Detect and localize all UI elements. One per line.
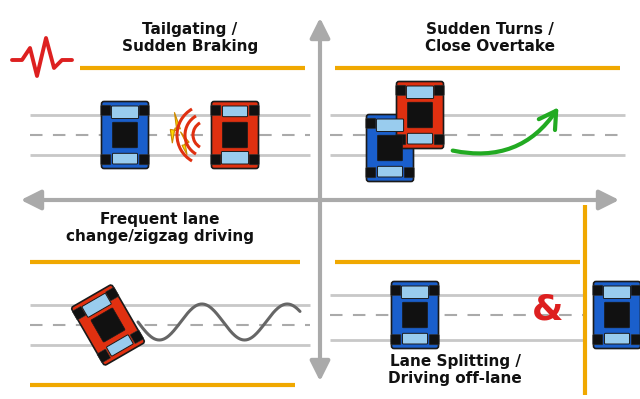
FancyBboxPatch shape: [378, 166, 403, 177]
FancyBboxPatch shape: [429, 285, 439, 296]
Text: Tailgating /
Sudden Braking: Tailgating / Sudden Braking: [122, 22, 258, 54]
FancyBboxPatch shape: [72, 285, 144, 365]
FancyArrowPatch shape: [452, 111, 556, 154]
FancyBboxPatch shape: [106, 287, 119, 301]
FancyBboxPatch shape: [631, 334, 640, 345]
FancyBboxPatch shape: [367, 115, 413, 182]
FancyBboxPatch shape: [376, 119, 404, 132]
FancyBboxPatch shape: [403, 302, 428, 328]
FancyBboxPatch shape: [391, 285, 401, 296]
FancyBboxPatch shape: [101, 154, 111, 165]
FancyBboxPatch shape: [392, 282, 438, 348]
FancyBboxPatch shape: [249, 105, 259, 115]
FancyBboxPatch shape: [139, 154, 149, 165]
FancyBboxPatch shape: [211, 154, 221, 165]
Text: &: &: [532, 293, 564, 327]
FancyBboxPatch shape: [131, 330, 143, 344]
FancyBboxPatch shape: [211, 101, 259, 168]
FancyBboxPatch shape: [604, 333, 630, 344]
FancyBboxPatch shape: [391, 334, 401, 345]
FancyBboxPatch shape: [91, 308, 125, 342]
FancyBboxPatch shape: [396, 85, 406, 95]
FancyBboxPatch shape: [593, 282, 640, 348]
FancyBboxPatch shape: [72, 306, 86, 320]
Polygon shape: [180, 132, 189, 155]
Text: Sudden Turns /
Close Overtake: Sudden Turns / Close Overtake: [425, 22, 555, 54]
FancyBboxPatch shape: [378, 135, 403, 161]
FancyBboxPatch shape: [223, 122, 248, 148]
FancyBboxPatch shape: [221, 152, 248, 164]
FancyBboxPatch shape: [211, 105, 221, 115]
FancyBboxPatch shape: [631, 285, 640, 296]
FancyBboxPatch shape: [408, 133, 433, 144]
FancyBboxPatch shape: [102, 101, 148, 168]
FancyBboxPatch shape: [397, 81, 444, 148]
FancyBboxPatch shape: [429, 334, 439, 345]
FancyBboxPatch shape: [408, 102, 433, 128]
FancyBboxPatch shape: [593, 285, 603, 296]
FancyBboxPatch shape: [113, 153, 138, 164]
FancyBboxPatch shape: [113, 122, 138, 148]
FancyBboxPatch shape: [249, 154, 259, 165]
Text: Lane Splitting /
Driving off-lane: Lane Splitting / Driving off-lane: [388, 354, 522, 386]
FancyBboxPatch shape: [434, 134, 444, 145]
FancyBboxPatch shape: [406, 86, 434, 99]
FancyBboxPatch shape: [604, 286, 630, 298]
FancyBboxPatch shape: [593, 334, 603, 345]
FancyBboxPatch shape: [111, 106, 139, 119]
FancyBboxPatch shape: [401, 286, 429, 298]
FancyBboxPatch shape: [97, 349, 110, 363]
Polygon shape: [170, 112, 180, 143]
FancyBboxPatch shape: [139, 105, 149, 115]
FancyBboxPatch shape: [223, 106, 248, 117]
FancyBboxPatch shape: [101, 105, 111, 115]
FancyBboxPatch shape: [604, 302, 630, 328]
FancyBboxPatch shape: [366, 168, 376, 178]
FancyBboxPatch shape: [366, 118, 376, 128]
FancyBboxPatch shape: [404, 168, 414, 178]
FancyBboxPatch shape: [82, 293, 111, 317]
FancyBboxPatch shape: [403, 333, 428, 344]
FancyBboxPatch shape: [434, 85, 444, 95]
FancyBboxPatch shape: [404, 118, 414, 128]
FancyBboxPatch shape: [396, 134, 406, 145]
FancyBboxPatch shape: [107, 335, 133, 356]
Text: Frequent lane
change/zigzag driving: Frequent lane change/zigzag driving: [66, 212, 254, 244]
